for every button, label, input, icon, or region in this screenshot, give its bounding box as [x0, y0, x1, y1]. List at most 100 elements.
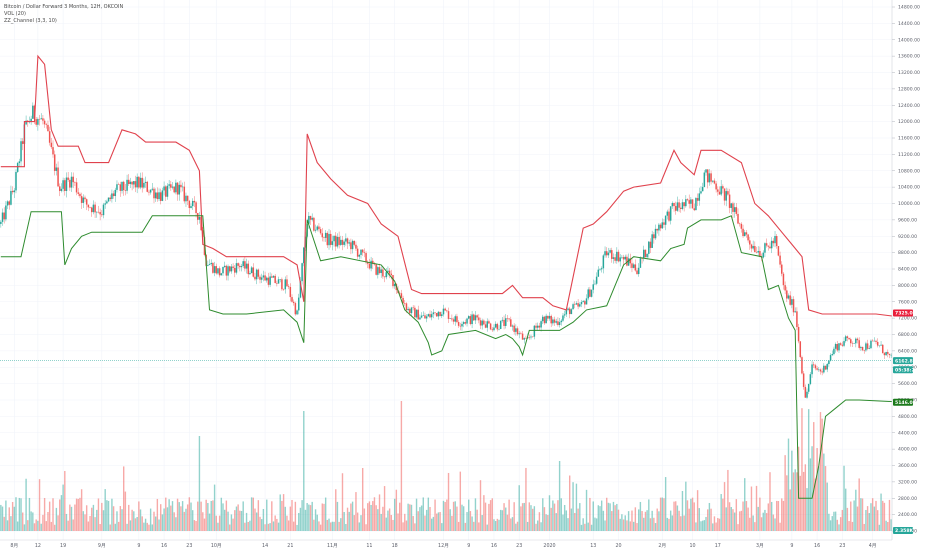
- volume-bar: [696, 490, 699, 531]
- volume-bar: [92, 504, 95, 531]
- volume-bar: [742, 501, 744, 531]
- price-badges: 7325.00 6162.88 05:38:21 5146.00 2.358K: [893, 309, 918, 534]
- chart-grid: [0, 0, 892, 540]
- volume-bar: [5, 500, 7, 531]
- volume-bar: [183, 511, 185, 531]
- volume-bar: [10, 516, 12, 531]
- volume-bar: [80, 489, 83, 531]
- volume-bar: [385, 517, 387, 531]
- volume-bar: [424, 515, 426, 531]
- volume-bar: [223, 509, 226, 531]
- candle-body: [117, 184, 120, 185]
- candle-body: [516, 328, 519, 335]
- volume-bar: [678, 510, 680, 531]
- volume-bar: [146, 522, 148, 531]
- candle-body: [208, 264, 211, 266]
- candle-body: [276, 282, 278, 284]
- candle-body: [885, 351, 887, 356]
- volume-bar: [255, 512, 258, 531]
- candle-body: [871, 340, 874, 342]
- price-tick-label: 12800.00: [898, 86, 920, 92]
- candle-body: [383, 276, 386, 278]
- candle-body: [267, 277, 270, 285]
- volume-bar: [75, 498, 78, 531]
- candle-body: [128, 179, 130, 185]
- candle-body: [764, 243, 766, 253]
- candle-body: [466, 318, 468, 324]
- volume-bars: [0, 401, 892, 531]
- volume-bar: [348, 511, 350, 531]
- candle-body: [368, 263, 371, 269]
- volume-bar: [276, 518, 278, 531]
- candle-body: [865, 343, 867, 351]
- volume-bar: [395, 489, 398, 531]
- candle-body: [777, 246, 780, 256]
- volume-bar: [843, 465, 845, 531]
- zz-channel-indicator-label[interactable]: ZZ_Channel (3,3, 10): [4, 18, 57, 24]
- candle-body: [503, 319, 505, 326]
- volume-bar: [181, 501, 184, 531]
- volume-bar: [57, 515, 59, 531]
- candle-body: [405, 303, 408, 311]
- volume-bar: [860, 498, 862, 531]
- volume-indicator-label[interactable]: VOL (20): [4, 11, 26, 17]
- candle-body: [173, 186, 175, 193]
- volume-bar: [796, 472, 798, 531]
- candle-body: [32, 105, 34, 119]
- candle-body: [887, 351, 889, 354]
- volume-bar: [533, 506, 536, 531]
- time-axis[interactable]: 8月 12 19 9月 9 16 23 10月 14 21 11月 11 18 12月 9 16 23 2020 1…: [0, 539, 932, 550]
- candle-body: [97, 211, 100, 213]
- candle-body: [602, 255, 605, 269]
- volume-bar: [390, 514, 393, 531]
- candle-body: [890, 354, 892, 356]
- candle-body: [624, 256, 626, 260]
- volume-bar: [356, 512, 359, 531]
- volume-bar: [377, 509, 379, 531]
- candle-body: [563, 314, 566, 316]
- time-tick-label: 4月: [869, 543, 877, 549]
- volume-bar: [291, 499, 293, 531]
- volume-bar: [861, 498, 864, 531]
- candle-body: [126, 179, 128, 191]
- candle-body: [838, 343, 840, 351]
- symbol-title[interactable]: Bitcoin / Dollar Forward 3 Months, 12H, …: [4, 4, 124, 10]
- candle-body: [198, 216, 201, 220]
- volume-bar: [220, 497, 223, 531]
- volume-bar: [32, 512, 34, 531]
- candle-body: [217, 268, 219, 274]
- candle-body: [415, 309, 418, 318]
- candle-body: [80, 196, 83, 203]
- candle-body: [297, 297, 300, 311]
- candle-body: [875, 340, 877, 342]
- volume-bar: [572, 482, 574, 531]
- candle-body: [442, 308, 445, 315]
- volume-bar: [772, 514, 775, 531]
- candle-body: [727, 191, 729, 195]
- volume-bar: [538, 512, 541, 531]
- price-axis[interactable]: 14800.00 14400.00 14000.00 13600.00 13200.00…: [891, 0, 932, 540]
- candle-body: [484, 324, 487, 328]
- candle-body: [64, 180, 66, 191]
- candle-body: [680, 207, 682, 209]
- candle-body: [575, 303, 578, 305]
- volume-bar: [289, 506, 292, 531]
- candle-body: [40, 118, 42, 120]
- candle-body: [814, 365, 817, 369]
- candle-body: [767, 245, 770, 247]
- candle-body: [170, 184, 172, 188]
- candle-body: [501, 319, 504, 321]
- candle-body: [370, 260, 372, 269]
- volume-bar: [617, 509, 620, 531]
- candle-body: [870, 340, 872, 349]
- price-tick-label: 13600.00: [898, 54, 920, 60]
- volume-bar: [816, 448, 818, 531]
- volume-bar: [494, 521, 497, 531]
- price-tick-label: 9200.00: [898, 234, 917, 240]
- price-tick-label: 5600.00: [898, 381, 917, 387]
- volume-bar: [149, 508, 152, 531]
- volume-bar: [641, 511, 643, 531]
- volume-bar: [730, 507, 732, 531]
